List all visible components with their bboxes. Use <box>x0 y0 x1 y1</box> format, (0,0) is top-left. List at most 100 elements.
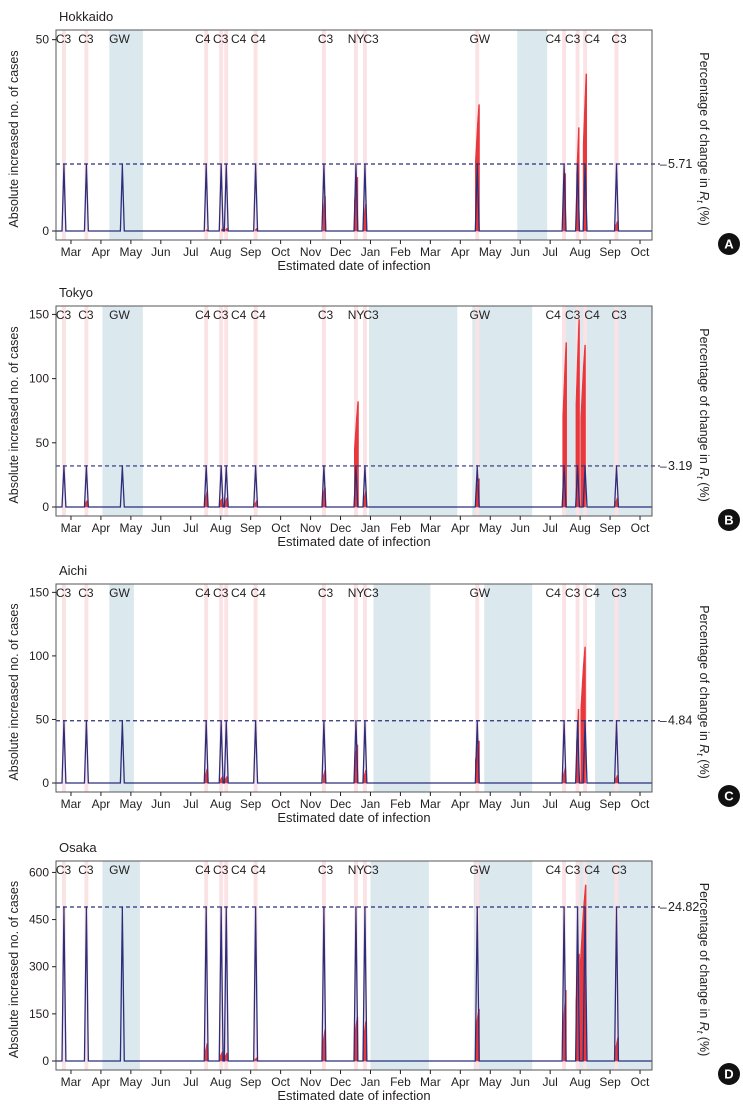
shade-pink-period <box>219 306 224 516</box>
x-tick-label: Aug <box>210 1075 231 1089</box>
shade-pink-period <box>84 30 89 240</box>
panel-badge <box>718 509 740 531</box>
shade-pink-period <box>61 30 66 240</box>
panel-title: Hokkaido <box>59 9 113 24</box>
right-axis-label-subscript: t <box>695 200 705 203</box>
x-tick-label: Aug <box>569 797 590 811</box>
shade-pink-period <box>362 861 367 1070</box>
x-tick-label: Aug <box>569 1075 590 1089</box>
event-label: C3 <box>213 586 229 600</box>
x-tick-label: Mar <box>61 521 82 535</box>
right-axis-label-symbol: R <box>697 744 711 753</box>
right-axis-label-prefix: Percentage of change in <box>697 883 711 1022</box>
x-tick-label: Sep <box>599 245 621 259</box>
shade-blue-period <box>473 861 533 1070</box>
x-tick-label: Feb <box>390 1075 411 1089</box>
right-axis-label-suffix: (%) <box>697 203 711 226</box>
event-label: NY <box>348 32 365 46</box>
data-bar <box>221 228 223 232</box>
x-axis-label: Estimated date of infection <box>277 258 430 273</box>
shade-pink-period <box>219 30 224 240</box>
shade-pink-period <box>204 30 209 240</box>
panel-badge-letter: C <box>724 789 734 804</box>
event-label: C3 <box>363 586 379 600</box>
shade-pink-period <box>354 861 358 1070</box>
x-tick-label: Mar <box>420 245 441 259</box>
x-tick-label: Nov <box>300 1075 321 1089</box>
x-tick-label: Dec <box>330 521 351 535</box>
x-tick-label: Mar <box>420 1075 441 1089</box>
shade-pink-period <box>224 861 229 1070</box>
event-label: GW <box>109 308 130 322</box>
event-label: C3 <box>611 32 627 46</box>
event-label: C3 <box>565 32 581 46</box>
event-label: C3 <box>78 308 94 322</box>
x-tick-label: Oct <box>631 245 650 259</box>
x-tick-label: Apr <box>92 1075 111 1089</box>
x-tick-label: Sep <box>599 1075 621 1089</box>
shade-pink-period <box>219 584 224 792</box>
event-label: C4 <box>584 32 600 46</box>
right-axis-label: Percentage of change in Rt (%) <box>695 328 711 501</box>
right-axis-label: Percentage of change in Rt (%) <box>695 605 711 778</box>
x-tick-label: Jan <box>361 797 380 811</box>
panel-title: Osaka <box>59 840 97 855</box>
event-label: C4 <box>250 863 266 877</box>
shade-blue-period <box>373 584 431 792</box>
event-label: GW <box>109 586 130 600</box>
y-tick-label: 50 <box>36 712 50 726</box>
event-label: GW <box>469 586 490 600</box>
x-tick-label: Jun <box>511 521 530 535</box>
x-axis-label: Estimated date of infection <box>277 534 430 549</box>
x-tick-label: Oct <box>271 1075 290 1089</box>
event-label: C4 <box>195 32 211 46</box>
y-tick-label: 150 <box>29 585 49 599</box>
shade-pink-period <box>475 306 480 516</box>
panel-badge-letter: D <box>724 1067 733 1082</box>
shade-blue-period <box>368 306 458 516</box>
y-axis-label: Absolute increased no. of cases <box>7 603 21 780</box>
right-axis-label-subscript: t <box>695 476 705 479</box>
event-label: C3 <box>363 308 379 322</box>
event-label: C3 <box>213 308 229 322</box>
shade-blue-period <box>595 584 652 792</box>
shade-pink-period <box>321 584 326 792</box>
event-label: C3 <box>363 863 379 877</box>
shade-blue-period <box>472 306 533 516</box>
event-label: C4 <box>231 586 247 600</box>
y-tick-label: 150 <box>29 307 49 321</box>
right-axis-label-symbol: R <box>697 191 711 200</box>
y-axis-label: Absolute increased no. of cases <box>7 50 21 227</box>
x-axis-label: Estimated date of infection <box>277 1088 430 1103</box>
event-label: C3 <box>565 586 581 600</box>
data-bar <box>580 344 586 508</box>
x-tick-label: May <box>479 797 502 811</box>
x-tick-label: Feb <box>390 797 411 811</box>
event-label: C3 <box>611 308 627 322</box>
shade-pink-period <box>362 584 367 792</box>
panel-title: Aichi <box>59 563 87 578</box>
x-tick-label: Jul <box>542 1075 557 1089</box>
x-tick-label: Mar <box>61 245 82 259</box>
shade-pink-period <box>475 584 480 792</box>
y-tick-label: 50 <box>36 33 50 47</box>
event-label: NY <box>348 863 365 877</box>
y-tick-label: 100 <box>29 372 49 386</box>
x-tick-label: Aug <box>569 521 590 535</box>
shade-blue-period <box>370 861 429 1070</box>
right-axis-label-suffix: (%) <box>697 756 711 779</box>
y-tick-label: 0 <box>42 224 49 238</box>
y-tick-label: 100 <box>29 649 49 663</box>
x-tick-label: May <box>120 1075 143 1089</box>
right-tick-dash: – <box>660 714 667 728</box>
x-tick-label: Apr <box>451 1075 470 1089</box>
x-tick-label: Feb <box>390 245 411 259</box>
shade-pink-period <box>475 861 480 1070</box>
event-label: C3 <box>78 586 94 600</box>
x-tick-label: Jul <box>542 797 557 811</box>
shade-pink-period <box>224 30 229 240</box>
right-axis-label-symbol: R <box>697 1022 711 1031</box>
shade-pink-period <box>575 30 580 240</box>
x-tick-label: Apr <box>451 245 470 259</box>
panel-badge <box>718 233 740 255</box>
